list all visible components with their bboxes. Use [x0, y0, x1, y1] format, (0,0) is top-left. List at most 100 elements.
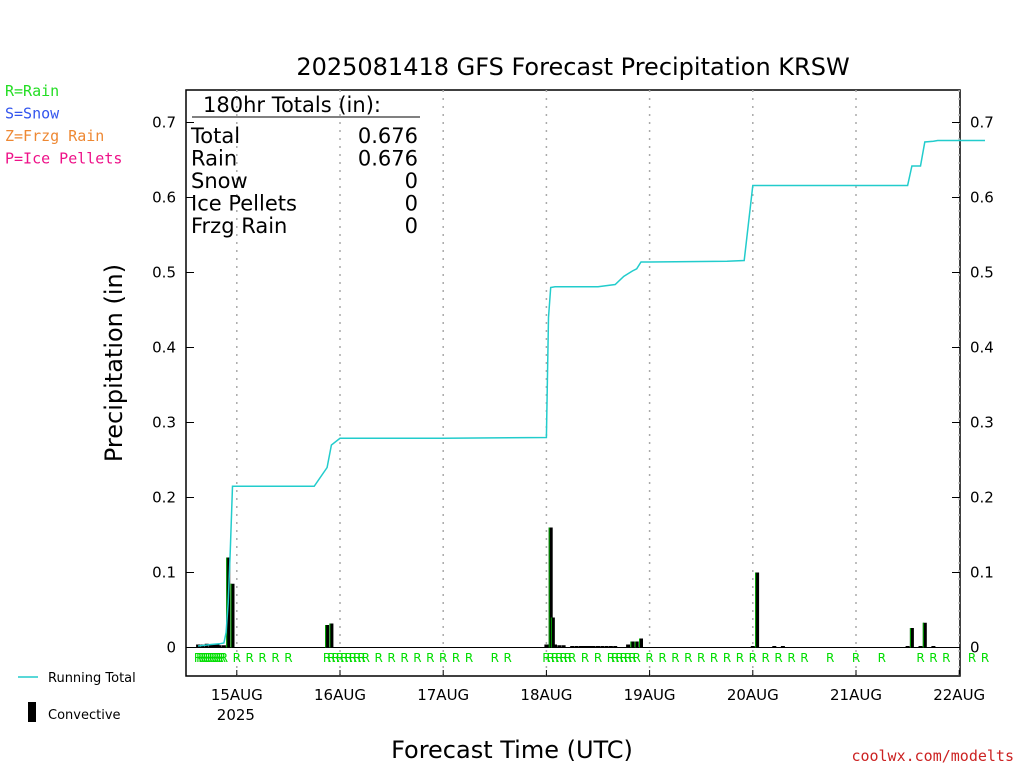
- x-tick-label: 19AUG: [624, 686, 676, 704]
- y-axis-label: Precipitation (in): [100, 264, 128, 462]
- precip-bar: [626, 644, 631, 648]
- grid-lines: [236, 90, 960, 676]
- legend-entry: P=Ice Pellets: [5, 150, 122, 168]
- precip-bar: [634, 641, 639, 648]
- y-axis-left: 0 0.1 0.2 0.3 0.4 0.5 0.6 0.7: [152, 114, 194, 657]
- convective-legend-label: Convective: [48, 708, 121, 723]
- precip-bar-edge: [630, 641, 632, 648]
- rain-marker: R: [357, 651, 365, 665]
- rain-marker: R: [710, 651, 718, 665]
- precip-bar: [918, 646, 923, 648]
- precip-bar: [591, 646, 596, 648]
- rain-marker: R: [452, 651, 460, 665]
- chart-title: 2025081418 GFS Forecast Precipitation KR…: [296, 53, 849, 81]
- totals-row-label: Total: [190, 124, 240, 148]
- precip-bar: [557, 645, 562, 648]
- rain-marker: R: [800, 651, 808, 665]
- precip-bar: [589, 646, 594, 648]
- precip-bar: [755, 572, 760, 648]
- totals-row-label: Rain: [191, 147, 237, 171]
- precip-bar: [596, 646, 600, 648]
- precip-bar: [780, 646, 785, 648]
- rain-marker: R: [762, 651, 770, 665]
- x-tick-label: 16AUG: [314, 686, 366, 704]
- rain-marker: R: [387, 651, 395, 665]
- precip-type-legend: R=Rain S=Snow Z=Frzg Rain P=Ice Pellets: [5, 82, 122, 168]
- totals-row-label: Frzg Rain: [191, 214, 287, 238]
- rain-marker: R: [205, 651, 213, 665]
- precip-bar-edge: [325, 625, 327, 648]
- x-tick-label: 17AUG: [417, 686, 469, 704]
- rain-marker: R: [413, 651, 421, 665]
- precip-bar: [604, 646, 609, 648]
- y-tick-label: 0: [166, 639, 176, 657]
- precip-bar-edge: [226, 557, 228, 648]
- precip-bar-edge: [755, 572, 757, 648]
- precip-bar: [546, 644, 551, 648]
- rain-marker: R: [749, 651, 757, 665]
- rain-marker: R: [555, 651, 563, 665]
- precip-bar: [750, 646, 755, 648]
- precip-bar: [209, 644, 213, 648]
- rain-marker: R: [633, 651, 641, 665]
- x-tick-label: 21AUG: [830, 686, 882, 704]
- totals-row-value: 0: [405, 169, 418, 193]
- rain-marker: R: [723, 651, 731, 665]
- y-tick-label: 0.4: [970, 339, 994, 357]
- rain-marker: R: [878, 651, 886, 665]
- rain-marker: R: [439, 651, 447, 665]
- rain-marker: R: [196, 651, 204, 665]
- x-tick-label: 20AUG: [727, 686, 779, 704]
- rain-marker: R: [400, 651, 408, 665]
- rain-marker: R: [362, 651, 370, 665]
- x-tick-year: 2025: [217, 706, 255, 724]
- precip-bar: [221, 645, 226, 648]
- rain-marker: R: [323, 651, 331, 665]
- x-axis: 15AUG 2025 16AUG 17AUG 18AUG 19AUG 20AUG 21AUG 2…: [211, 670, 985, 724]
- rain-marker: R: [344, 651, 352, 665]
- y-tick-label: 0: [970, 639, 980, 657]
- rain-marker: R: [220, 651, 228, 665]
- totals-table: 180hr Totals (in): Total 0.676 Rain 0.676 Sn…: [190, 93, 420, 238]
- rain-marker: R: [968, 651, 976, 665]
- x-tick-label: 18AUG: [520, 686, 572, 704]
- rain-marker: R: [645, 651, 653, 665]
- precip-bar: [215, 644, 220, 648]
- rain-marker: R: [981, 651, 989, 665]
- rain-marker: R: [551, 651, 559, 665]
- rain-marker: R: [375, 651, 383, 665]
- precip-bar: [544, 644, 549, 648]
- precip-bar-edge: [329, 623, 331, 648]
- site-credit: coolwx.com/modelts: [851, 747, 1014, 765]
- precip-bar: [639, 638, 643, 648]
- y-tick-label: 0.6: [970, 189, 994, 207]
- rain-marker: R: [246, 651, 254, 665]
- totals-heading: 180hr Totals (in):: [203, 93, 381, 117]
- precip-bar: [585, 646, 590, 648]
- precip-bar: [587, 646, 592, 648]
- plot-frame: [185, 89, 961, 677]
- legend-entry: R=Rain: [5, 82, 59, 100]
- y-tick-label: 0.2: [970, 489, 994, 507]
- legend-entry: S=Snow: [5, 105, 60, 123]
- legend-entry: Z=Frzg Rain: [5, 127, 104, 145]
- precip-bars: [196, 527, 936, 648]
- rain-marker: R: [852, 651, 860, 665]
- y-tick-label: 0.4: [152, 339, 176, 357]
- rain-marker: R: [594, 651, 602, 665]
- y-tick-label: 0.6: [152, 189, 176, 207]
- precip-bar: [553, 644, 557, 648]
- totals-row-label: Ice Pellets: [191, 192, 297, 216]
- totals-row-value: 0.676: [358, 124, 418, 148]
- precip-bar: [570, 646, 575, 648]
- precip-bar: [580, 646, 585, 648]
- x-axis-label: Forecast Time (UTC): [391, 736, 633, 764]
- rain-marker: R: [607, 651, 615, 665]
- precip-bar: [550, 617, 555, 648]
- rain-marker: R: [233, 651, 241, 665]
- rain-marker: R: [628, 651, 636, 665]
- rain-marker: R: [207, 651, 215, 665]
- running-total-legend-label: Running Total: [48, 671, 136, 686]
- rain-marker: R: [340, 651, 348, 665]
- rain-marker: R: [349, 651, 357, 665]
